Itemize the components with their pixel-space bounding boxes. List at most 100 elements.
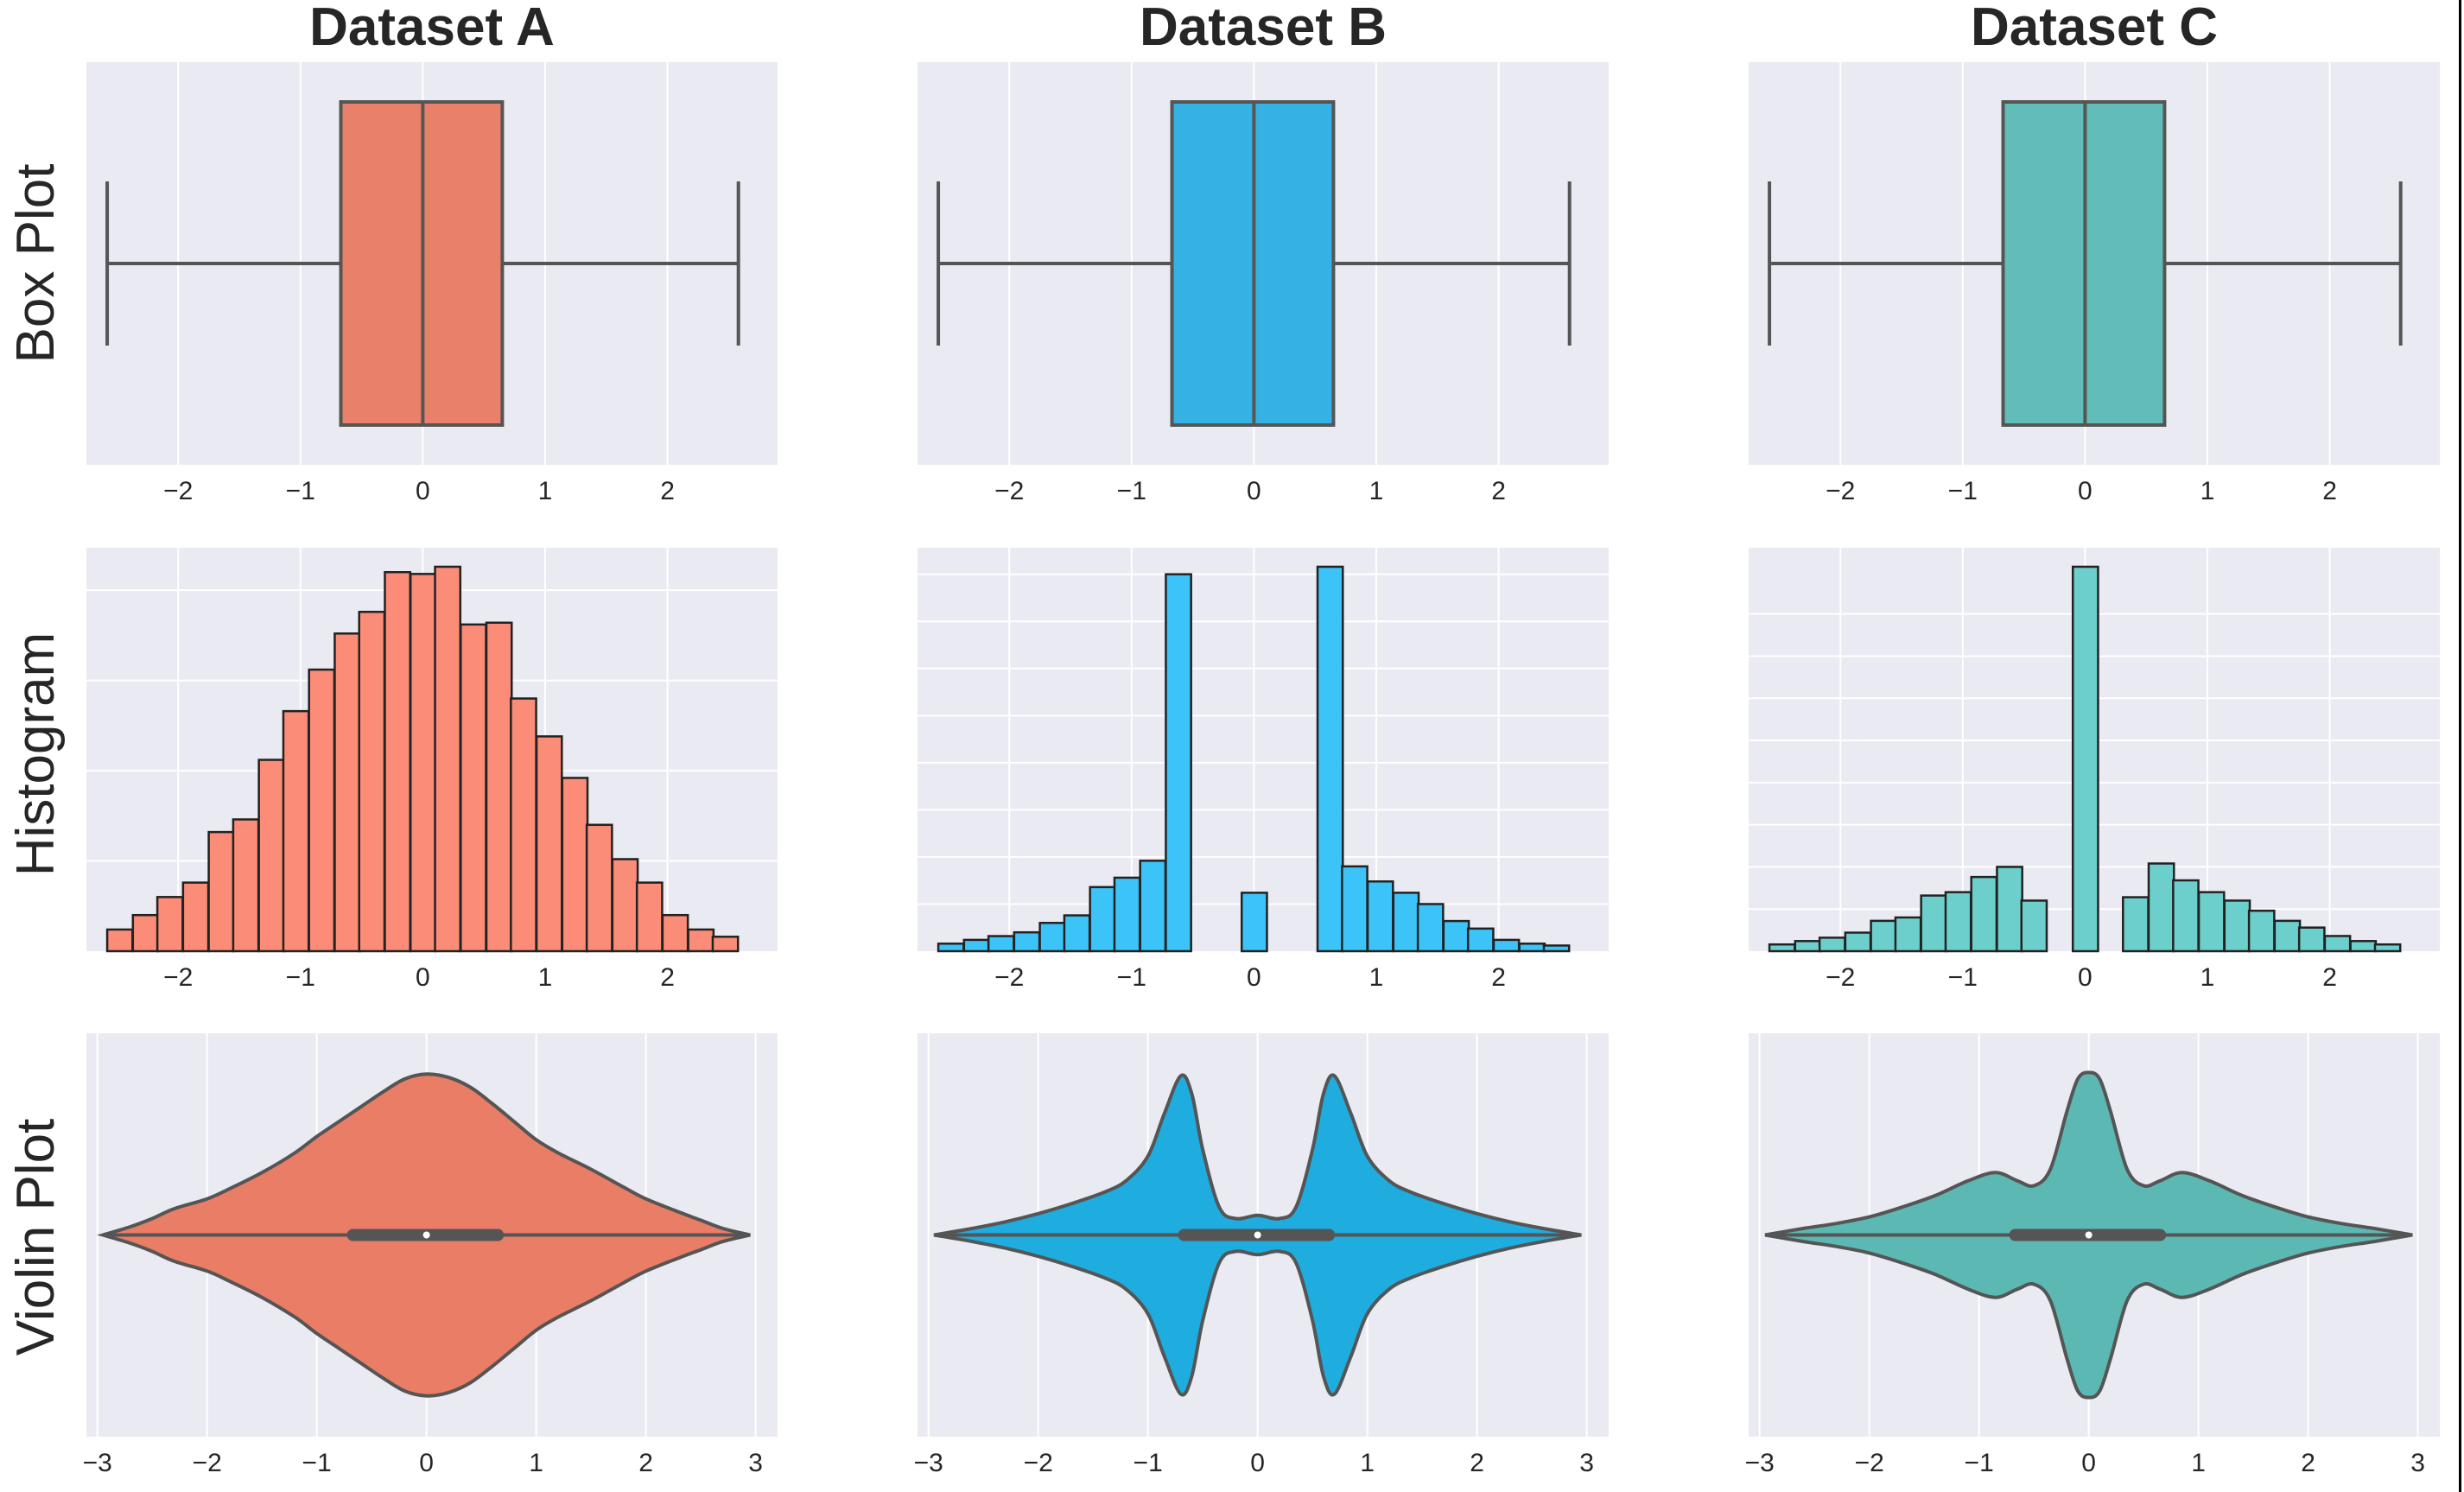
histogram-dataset-c-tick-label: −2 bbox=[1826, 963, 1855, 992]
histogram-dataset-c-bar bbox=[2197, 891, 2226, 953]
histogram-dataset-b-background bbox=[918, 548, 1609, 951]
violin-dataset-c-tick-label: −1 bbox=[1965, 1449, 1994, 1477]
violin-dataset-c-tick-label: 1 bbox=[2191, 1449, 2206, 1477]
histogram-dataset-c-bar bbox=[2020, 899, 2048, 953]
histogram-dataset-b-bar bbox=[937, 943, 965, 953]
histogram-dataset-c-bar bbox=[1768, 943, 1796, 953]
histogram-dataset-c-tick-label: 1 bbox=[2200, 963, 2215, 992]
histogram-dataset-b-bar bbox=[1063, 914, 1091, 953]
column-title-dataset-c: Dataset C bbox=[1971, 0, 2218, 57]
box-plot-dataset-c-tick-label: 2 bbox=[2322, 477, 2337, 505]
histogram-dataset-a-bar bbox=[105, 928, 134, 953]
histogram-dataset-b-bar bbox=[1492, 938, 1521, 953]
violin-dataset-a-tick-label: 0 bbox=[419, 1449, 434, 1477]
histogram-dataset-a-bar bbox=[661, 913, 689, 953]
histogram-dataset-b-bar bbox=[1442, 919, 1470, 953]
row-label-violin-plot: Violin Plot bbox=[6, 1119, 66, 1356]
histogram-dataset-c-bar bbox=[1894, 916, 1922, 953]
histogram-dataset-b-bar bbox=[1165, 573, 1192, 953]
histogram-dataset-a-bar bbox=[282, 709, 310, 953]
histogram-dataset-b-bar bbox=[1392, 892, 1420, 953]
histogram-dataset-b-bar bbox=[1416, 903, 1445, 953]
histogram-dataset-b-bar bbox=[1366, 880, 1394, 953]
histogram-dataset-a-bar bbox=[207, 830, 236, 953]
histogram-dataset-b-bar bbox=[1139, 860, 1167, 953]
histogram-dataset-b-bar bbox=[1038, 922, 1067, 953]
histogram-dataset-b-bar bbox=[1542, 944, 1571, 953]
histogram-dataset-c-bar bbox=[1996, 866, 2023, 953]
histogram-dataset-a-bar bbox=[384, 571, 411, 953]
box-plot-dataset-c-tick-label: 0 bbox=[2078, 477, 2092, 505]
violin-dataset-b-tick-label: 0 bbox=[1250, 1449, 1265, 1477]
histogram-dataset-c-bar bbox=[2323, 935, 2352, 953]
histogram-dataset-b-bar bbox=[1466, 927, 1495, 953]
box-plot-dataset-b-tick-label: 1 bbox=[1369, 477, 1384, 505]
histogram-dataset-b-tick-label: −1 bbox=[1117, 963, 1146, 992]
histogram-dataset-a-tick-label: −1 bbox=[286, 963, 315, 992]
histogram-dataset-b-bar bbox=[1089, 886, 1117, 953]
column-title-dataset-a: Dataset A bbox=[309, 0, 555, 57]
figure-right-border bbox=[2459, 0, 2461, 1492]
histogram-panel-dataset-c: −2 −1 0 1 2 bbox=[1749, 548, 2440, 992]
histogram-dataset-a-bar bbox=[181, 881, 210, 953]
histogram-dataset-b-tick-label: 2 bbox=[1491, 963, 1506, 992]
box-plot-dataset-b-tick-label: 2 bbox=[1491, 477, 1506, 505]
histogram-dataset-c-bar bbox=[2349, 940, 2378, 953]
violin-panel-dataset-b: −3 −2 −1 0 1 2 3 bbox=[914, 1033, 1609, 1477]
violin-dataset-b-tick-label: −3 bbox=[914, 1449, 943, 1477]
histogram-dataset-b-bar bbox=[987, 935, 1015, 953]
histogram-dataset-c-bar bbox=[2247, 909, 2276, 953]
histogram-dataset-a-bar bbox=[358, 610, 386, 953]
box-plot-dataset-a-tick-label: 2 bbox=[660, 477, 675, 505]
histogram-dataset-a-bar bbox=[156, 896, 184, 953]
histogram-dataset-c-bar bbox=[2122, 896, 2150, 953]
histogram-dataset-c-bar bbox=[1870, 919, 1898, 953]
violin-dataset-c-tick-label: −2 bbox=[1855, 1449, 1884, 1477]
histogram-dataset-c-tick-label: −1 bbox=[1948, 963, 1978, 992]
histogram-dataset-c-bar bbox=[2297, 926, 2326, 953]
histogram-dataset-a-bar bbox=[687, 928, 715, 953]
histogram-dataset-b-bar bbox=[1013, 930, 1041, 953]
box-plot-dataset-b-tick-label: 0 bbox=[1247, 477, 1261, 505]
column-title-dataset-b: Dataset B bbox=[1140, 0, 1387, 57]
box-plot-dataset-c-tick-label: 1 bbox=[2200, 477, 2215, 505]
histogram-dataset-b-bar bbox=[1341, 865, 1369, 953]
histogram-dataset-c-bar bbox=[2071, 565, 2099, 953]
histogram-dataset-b-tick-label: 1 bbox=[1369, 963, 1384, 992]
histogram-panel-dataset-b: −2 −1 0 1 2 bbox=[918, 548, 1609, 992]
violin-dataset-c-median-dot bbox=[2085, 1231, 2092, 1239]
violin-dataset-c-tick-label: 2 bbox=[2301, 1449, 2315, 1477]
histogram-dataset-a-bar bbox=[232, 818, 260, 953]
histogram-dataset-a-bar bbox=[635, 881, 664, 953]
histogram-dataset-a-bar bbox=[485, 621, 513, 953]
row-label-histogram: Histogram bbox=[6, 632, 66, 877]
box-plot-panel-dataset-b: −2 −1 0 1 2 bbox=[918, 62, 1609, 505]
histogram-dataset-c-bar bbox=[1920, 894, 1948, 953]
histogram-dataset-c-tick-label: 0 bbox=[2078, 963, 2092, 992]
histogram-dataset-b-bar bbox=[1316, 565, 1344, 953]
histogram-dataset-a-tick-label: 0 bbox=[416, 963, 430, 992]
histogram-dataset-c-bar bbox=[2172, 879, 2200, 953]
box-plot-dataset-a-tick-label: 1 bbox=[538, 477, 553, 505]
histogram-dataset-c-bar bbox=[1944, 891, 1972, 953]
violin-dataset-c-tick-label: −3 bbox=[1745, 1449, 1775, 1477]
violin-dataset-a-tick-label: −2 bbox=[193, 1449, 222, 1477]
histogram-panel-dataset-a: −2 −1 0 1 2 bbox=[86, 548, 778, 992]
box-plot-dataset-b-tick-label: −2 bbox=[994, 477, 1024, 505]
histogram-dataset-c-bar bbox=[2147, 862, 2175, 953]
histogram-dataset-a-bar bbox=[257, 759, 286, 953]
histogram-dataset-b-tick-label: 0 bbox=[1247, 963, 1261, 992]
histogram-dataset-a-bar bbox=[711, 936, 740, 953]
histogram-dataset-c-bar bbox=[2373, 943, 2402, 953]
histogram-dataset-c-bar bbox=[2223, 899, 2251, 953]
histogram-dataset-c-bar bbox=[2273, 919, 2302, 953]
histogram-dataset-a-bar bbox=[535, 735, 563, 953]
histogram-dataset-c-bar bbox=[1844, 931, 1872, 953]
violin-dataset-a-tick-label: 3 bbox=[748, 1449, 763, 1477]
violin-dataset-b-tick-label: −2 bbox=[1024, 1449, 1053, 1477]
box-plot-dataset-a-tick-label: −2 bbox=[163, 477, 193, 505]
row-label-box-plot: Box Plot bbox=[6, 164, 66, 364]
box-plot-dataset-b-tick-label: −1 bbox=[1117, 477, 1146, 505]
violin-panel-dataset-c: −3 −2 −1 0 1 2 3 bbox=[1745, 1033, 2440, 1477]
